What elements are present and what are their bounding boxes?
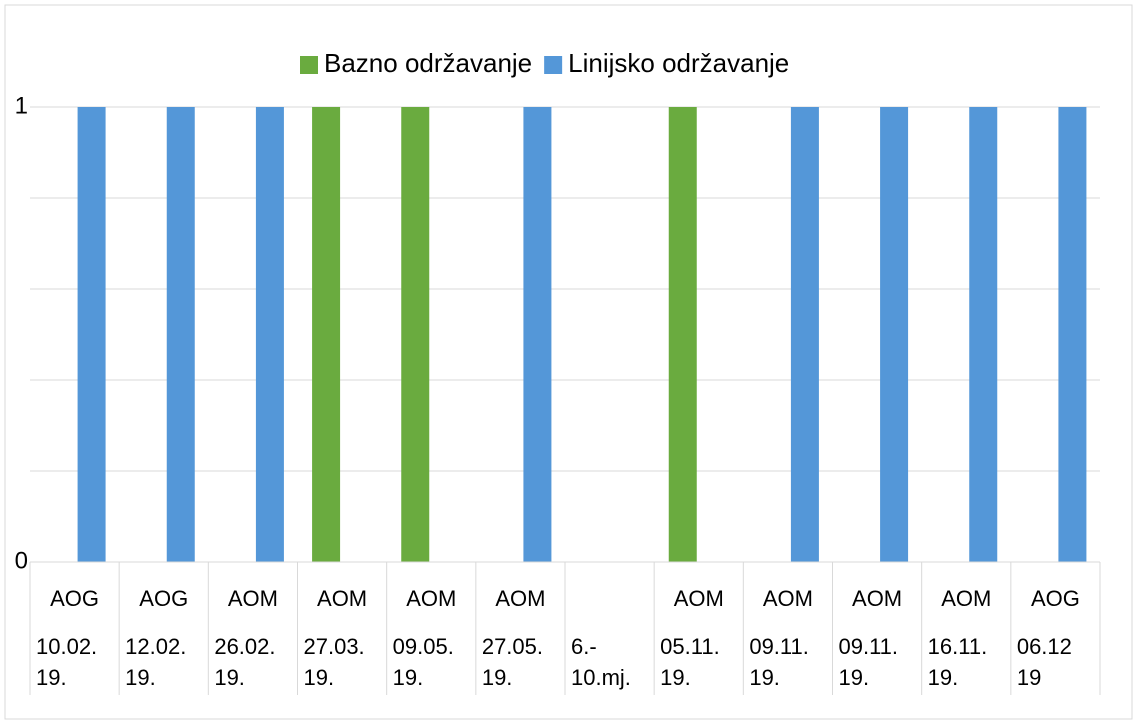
- x-tick-label: 16.11.: [928, 634, 988, 659]
- x-tick-label: 06.12: [1017, 634, 1072, 659]
- bar: [312, 107, 341, 562]
- category-type: AOG: [50, 586, 99, 611]
- bar: [255, 107, 284, 562]
- bar: [668, 107, 697, 562]
- category-type: AOM: [495, 586, 545, 611]
- x-tick-label: 19.: [304, 665, 335, 690]
- x-tick-label: 10.mj.: [571, 665, 631, 690]
- x-tick-label: 19.: [749, 665, 780, 690]
- bar: [1058, 107, 1087, 562]
- bar: [523, 107, 552, 562]
- x-tick-label: 09.11.: [749, 634, 809, 659]
- x-tick-label: 19: [1017, 665, 1041, 690]
- legend-swatch: [300, 56, 318, 74]
- category-type: AOM: [852, 586, 902, 611]
- bar: [166, 107, 195, 562]
- legend-swatch: [544, 56, 563, 74]
- x-tick-label: 27.03.: [304, 634, 365, 659]
- x-tick-label: 6.-: [571, 634, 597, 659]
- x-tick-label: 10.02.: [36, 634, 97, 659]
- x-tick-label: 05.11.: [660, 634, 720, 659]
- category-type: AOM: [317, 586, 367, 611]
- x-tick-label: 19.: [393, 665, 424, 690]
- category-type: AOM: [941, 586, 991, 611]
- legend-label: Linijsko održavanje: [568, 48, 789, 78]
- x-tick-label: 19.: [482, 665, 513, 690]
- bar: [401, 107, 430, 562]
- bar: [969, 107, 998, 562]
- bar: [790, 107, 819, 562]
- category-type: AOG: [139, 586, 188, 611]
- x-tick-label: 19.: [125, 665, 156, 690]
- x-tick-label: 12.02.: [125, 634, 186, 659]
- category-type: AOM: [406, 586, 456, 611]
- bar: [880, 107, 909, 562]
- x-tick-label: 19.: [839, 665, 870, 690]
- x-tick-label: 27.05.: [482, 634, 543, 659]
- legend-label: Bazno održavanje: [324, 48, 532, 78]
- x-tick-label: 19.: [660, 665, 691, 690]
- y-tick-label: 1: [15, 92, 28, 119]
- category-type: AOM: [674, 586, 724, 611]
- bar: [77, 107, 106, 562]
- x-tick-label: 09.05.: [393, 634, 454, 659]
- x-tick-label: 09.11.: [839, 634, 899, 659]
- category-type: AOM: [763, 586, 813, 611]
- category-type: AOG: [1031, 586, 1080, 611]
- x-tick-label: 26.02.: [214, 634, 275, 659]
- x-tick-label: 19.: [214, 665, 245, 690]
- x-tick-label: 19.: [928, 665, 959, 690]
- x-tick-label: 19.: [36, 665, 67, 690]
- category-type: AOM: [228, 586, 278, 611]
- y-tick-label: 0: [15, 547, 28, 574]
